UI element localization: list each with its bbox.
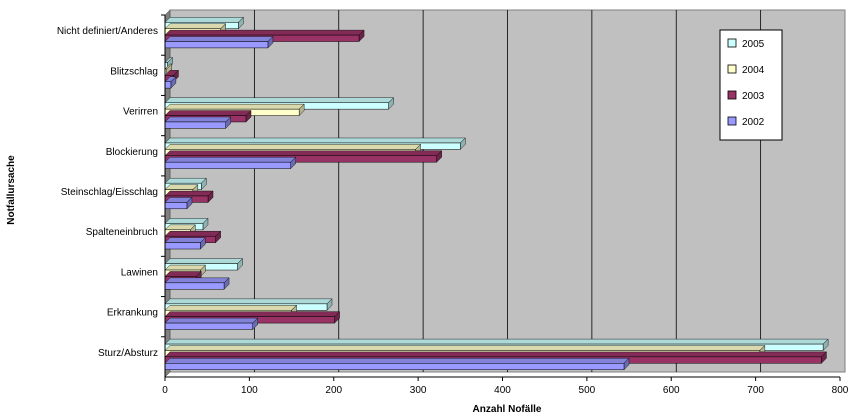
x-tick-label: 800 bbox=[832, 385, 849, 396]
bar-top-face bbox=[165, 178, 206, 183]
category-label: Nicht definiert/Anderes bbox=[57, 26, 158, 37]
legend-swatch-2004 bbox=[728, 65, 736, 73]
x-tick-label: 600 bbox=[663, 385, 680, 396]
category-label: Erkrankung bbox=[107, 308, 158, 319]
bar-top-face bbox=[165, 37, 273, 42]
bar-top-face bbox=[165, 151, 442, 156]
bar-top-face bbox=[165, 17, 243, 22]
bar-front-face bbox=[165, 363, 624, 369]
bar-top-face bbox=[165, 278, 229, 283]
bar-top-face bbox=[165, 111, 251, 116]
x-tick-label: 300 bbox=[410, 385, 427, 396]
bar-top-face bbox=[165, 265, 205, 270]
bar-2002 bbox=[165, 278, 229, 289]
category-label: Blockierung bbox=[106, 147, 158, 158]
bar-2002 bbox=[165, 197, 192, 208]
bar-top-face bbox=[165, 24, 226, 29]
bar-top-face bbox=[165, 225, 195, 230]
bar-2002 bbox=[165, 37, 273, 48]
bar-top-face bbox=[165, 117, 231, 122]
bar-2002 bbox=[165, 157, 296, 168]
bar-2002 bbox=[165, 358, 629, 369]
bar-top-face bbox=[165, 191, 213, 196]
bar-front-face bbox=[165, 283, 224, 289]
bar-top-face bbox=[165, 339, 828, 344]
bar-top-face bbox=[165, 238, 205, 243]
bar-front-face bbox=[165, 243, 200, 249]
x-tick-label: 100 bbox=[241, 385, 258, 396]
bar-2002 bbox=[165, 318, 258, 329]
x-tick-label: 400 bbox=[494, 385, 511, 396]
bar-top-face bbox=[165, 318, 258, 323]
bar-front-face bbox=[165, 82, 171, 88]
x-axis-title: Anzahl Nofälle bbox=[473, 404, 542, 415]
bar-top-face bbox=[165, 271, 201, 276]
legend-label-2005: 2005 bbox=[742, 39, 765, 50]
bar-top-face bbox=[165, 98, 394, 103]
x-tick-label: 200 bbox=[325, 385, 342, 396]
bar-front-face bbox=[165, 162, 291, 168]
bar-top-face bbox=[165, 312, 340, 317]
bar-top-face bbox=[165, 144, 421, 149]
bar-top-face bbox=[165, 30, 364, 35]
category-label: Blitzschlag bbox=[110, 66, 158, 77]
legend-swatch-2003 bbox=[728, 91, 736, 99]
bar-2002 bbox=[165, 238, 205, 249]
legend-swatch-2002 bbox=[728, 117, 736, 125]
bar-top-face bbox=[165, 157, 296, 162]
bar-top-face bbox=[165, 358, 629, 363]
x-tick-label: 700 bbox=[747, 385, 764, 396]
bar-top-face bbox=[165, 218, 208, 223]
x-tick-label: 500 bbox=[579, 385, 596, 396]
bar-top-face bbox=[165, 299, 332, 304]
bar-front-face bbox=[165, 323, 253, 329]
legend-label-2002: 2002 bbox=[742, 117, 765, 128]
legend-swatch-2005 bbox=[728, 39, 736, 47]
bar-top-face bbox=[165, 138, 465, 143]
bar-top-face bbox=[165, 185, 198, 190]
category-label: Spalteneinbruch bbox=[86, 227, 158, 238]
bar-front-face bbox=[165, 202, 187, 208]
y-axis-title: Notfallursache bbox=[6, 155, 17, 225]
x-tick-label: 0 bbox=[162, 385, 168, 396]
legend-label-2003: 2003 bbox=[742, 91, 765, 102]
bar-top-face bbox=[165, 345, 765, 350]
legend-label-2004: 2004 bbox=[742, 65, 765, 76]
bar-top-face bbox=[165, 305, 297, 310]
category-label: Steinschlag/Eisschlag bbox=[61, 187, 158, 198]
bar-top-face bbox=[165, 104, 304, 109]
bar-top-face bbox=[165, 259, 243, 264]
bar-front-face bbox=[165, 42, 268, 48]
bar-top-face bbox=[165, 231, 221, 236]
bar-top-face bbox=[165, 352, 826, 357]
category-label: Lawinen bbox=[121, 267, 158, 278]
category-label: Sturz/Absturz bbox=[98, 348, 158, 359]
bar-2002 bbox=[165, 117, 231, 128]
bar-front-face bbox=[165, 122, 226, 128]
category-label: Verirren bbox=[123, 107, 158, 118]
